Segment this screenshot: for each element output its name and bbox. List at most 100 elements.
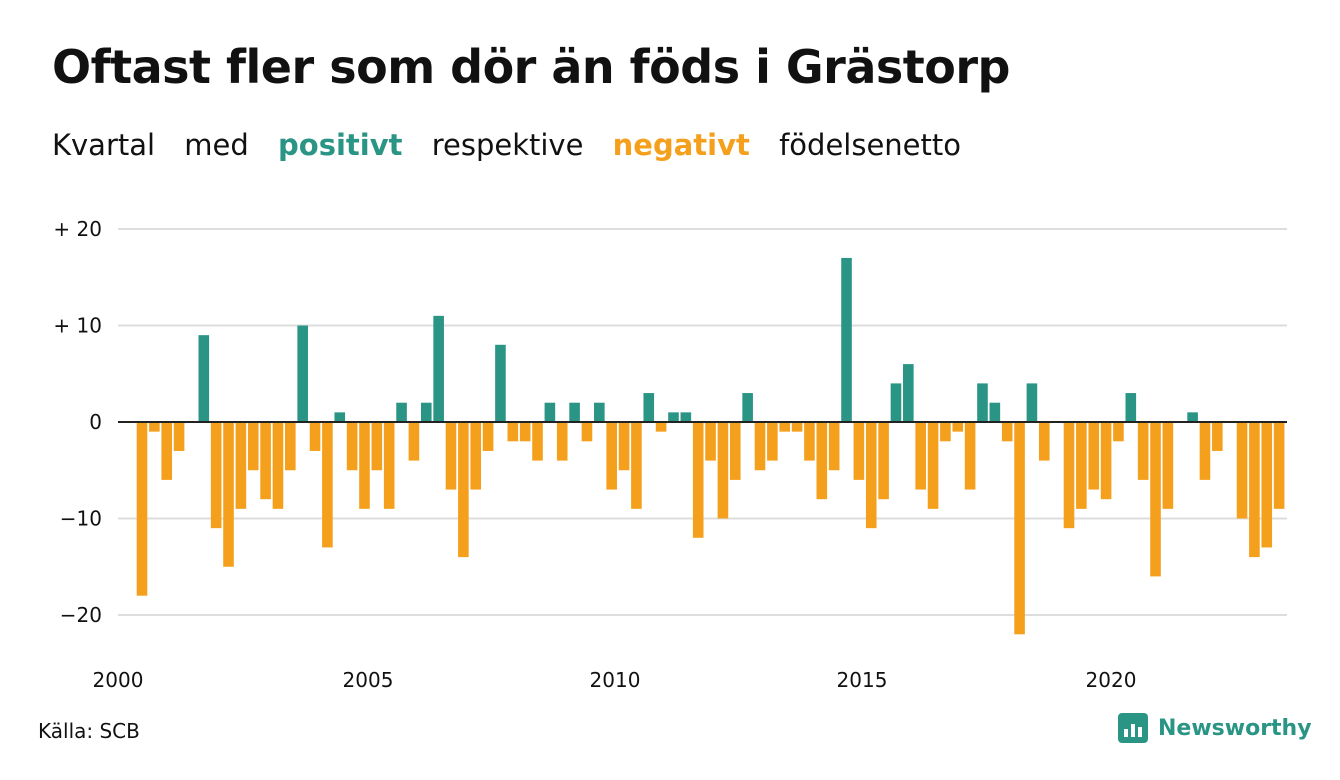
x-tick-label: 2020 [1086,668,1137,692]
subtitle-part-3: respektive [431,128,584,162]
bar-negative [1137,422,1149,480]
bar-negative [631,422,642,509]
subtitle-part-1: Kvartal [52,128,156,162]
bar-negative [692,422,704,538]
bar-negative [804,422,815,461]
bar-positive [334,412,346,422]
bar-positive [977,383,988,422]
bar-negative [445,422,457,490]
bar-negative [1038,422,1050,461]
bar-negative [1088,422,1100,490]
chart-subtitle: Kvartal med positivt respektive negativt… [52,128,981,162]
bar-negative [507,422,519,442]
bar-positive [668,412,679,422]
bar-negative [1014,422,1025,635]
bar-positive [420,402,432,422]
bar-positive [198,335,210,422]
bar-negative [927,422,939,509]
subtitle-part-4: födelsenetto [779,128,961,162]
x-tick-label: 2015 [837,668,888,692]
subtitle-positive: positivt [278,128,403,162]
newsworthy-logo-icon [1118,713,1148,743]
bar-layer [136,257,1285,635]
subtitle-part-2: med [184,128,249,162]
bar-negative [940,422,951,442]
bar-negative [767,422,778,461]
bar-positive [903,364,914,422]
bar-positive [433,315,444,422]
bar-negative [1001,422,1013,442]
x-tick-label: 2005 [343,668,394,692]
bar-negative [1273,422,1285,509]
bar-negative [223,422,234,567]
bar-positive [569,402,580,422]
bar-negative [322,422,333,548]
bar-negative [408,422,420,461]
bar-negative [1249,422,1260,558]
brand[interactable]: Newsworthy [1118,713,1312,743]
bar-negative [309,422,321,451]
bar-negative [247,422,259,471]
bar-negative [285,422,296,471]
bar-negative [618,422,630,471]
y-tick-label: + 20 [53,217,102,241]
bar-positive [742,393,753,422]
bar-negative [1100,422,1112,500]
bar-negative [705,422,716,461]
bar-negative [853,422,865,480]
bar-negative [532,422,543,461]
bar-negative [470,422,482,490]
bar-negative [816,422,828,500]
bar-negative [260,422,271,500]
bar-positive [680,412,692,422]
bar-negative [1150,422,1161,577]
chart-title: Oftast fler som dör än föds i Grästorp [52,40,1010,94]
bar-positive [396,402,407,422]
y-tick-label: −20 [60,603,102,627]
bar-negative [828,422,840,471]
bar-negative [1063,422,1075,529]
bar-negative [136,422,148,596]
bar-negative [952,422,964,432]
bar-negative [210,422,222,529]
bar-negative [235,422,247,509]
bar-negative [1162,422,1174,509]
bar-negative [581,422,593,442]
bar-negative [1076,422,1087,509]
bar-negative [556,422,568,461]
bar-negative [149,422,160,432]
bar-negative [606,422,617,490]
y-tick-label: 0 [89,410,102,434]
bar-positive [297,325,308,422]
bar-positive [594,402,605,422]
bar-positive [1125,393,1137,422]
bar-negative [359,422,370,509]
bar-negative [383,422,395,509]
bar-negative [865,422,877,529]
subtitle-negative: negativt [612,128,750,162]
bar-negative [1261,422,1273,548]
bar-negative [1113,422,1124,442]
bar-negative [729,422,741,480]
brand-name: Newsworthy [1158,715,1312,741]
bar-negative [964,422,976,490]
bar-negative [1236,422,1248,519]
y-tick-label: −10 [60,507,102,531]
y-tick-label: + 10 [53,314,102,338]
bar-negative [371,422,383,471]
bar-positive [1026,383,1038,422]
bar-positive [643,393,655,422]
bar-negative [915,422,926,490]
bar-negative [173,422,185,451]
bar-negative [346,422,358,471]
bar-negative [655,422,667,432]
bar-positive [1187,412,1198,422]
x-tick-label: 2000 [93,668,144,692]
label-layer: + 20 + 10 0 −10 −20 2000 2005 2010 2015 2020 [53,217,1136,692]
bar-negative [1212,422,1223,451]
bar-negative [791,422,803,432]
bar-negative [482,422,494,451]
source-note: Källa: SCB [38,719,140,743]
bar-negative [754,422,766,471]
